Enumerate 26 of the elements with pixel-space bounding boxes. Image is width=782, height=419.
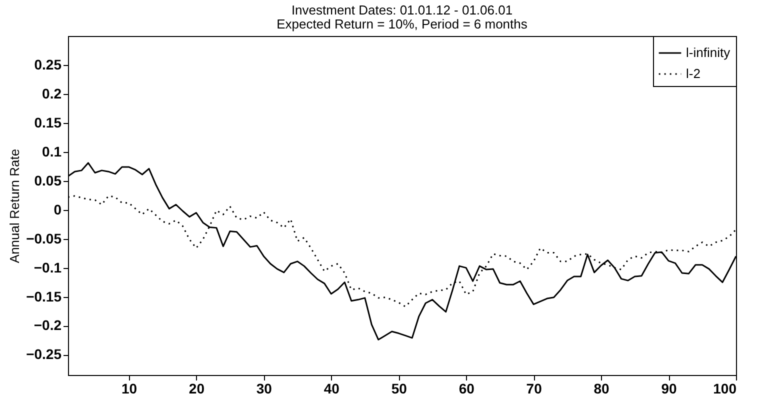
y-tick-label: 0.2	[42, 85, 62, 102]
chart-subtitle: Expected Return = 10%, Period = 6 months	[276, 16, 528, 32]
y-tick-label: 0.1	[42, 143, 62, 160]
y-tick-label: 0.25	[34, 56, 62, 72]
y-tick-label: −0.25	[26, 346, 62, 362]
x-tick-label: 20	[188, 380, 205, 396]
legend-label: l-infinity	[686, 45, 731, 60]
x-tick-label: 50	[391, 380, 408, 396]
y-tick-label: 0.15	[34, 114, 62, 130]
y-tick-label: −0.1	[34, 259, 62, 276]
y-tick-label: −0.2	[34, 317, 62, 334]
legend-label: l-2	[686, 66, 700, 81]
x-tick-label: 90	[661, 380, 678, 396]
y-tick-label: −0.05	[26, 230, 62, 246]
y-tick-label: 0.05	[34, 172, 62, 188]
y-tick-label: −0.15	[26, 288, 62, 304]
x-tick-label: 100	[713, 380, 737, 396]
chart-title: Investment Dates: 01.01.12 - 01.06.01	[291, 2, 513, 18]
x-tick-label: 40	[324, 380, 340, 396]
x-tick-label: 30	[256, 380, 272, 396]
x-tick-label: 80	[594, 380, 610, 396]
y-tick-label: 0	[54, 201, 62, 218]
x-tick-label: 70	[526, 380, 542, 396]
x-tick-label: 60	[458, 380, 475, 396]
x-tick-label: 10	[121, 380, 138, 396]
y-axis-title: Annual Return Rate	[7, 148, 22, 264]
